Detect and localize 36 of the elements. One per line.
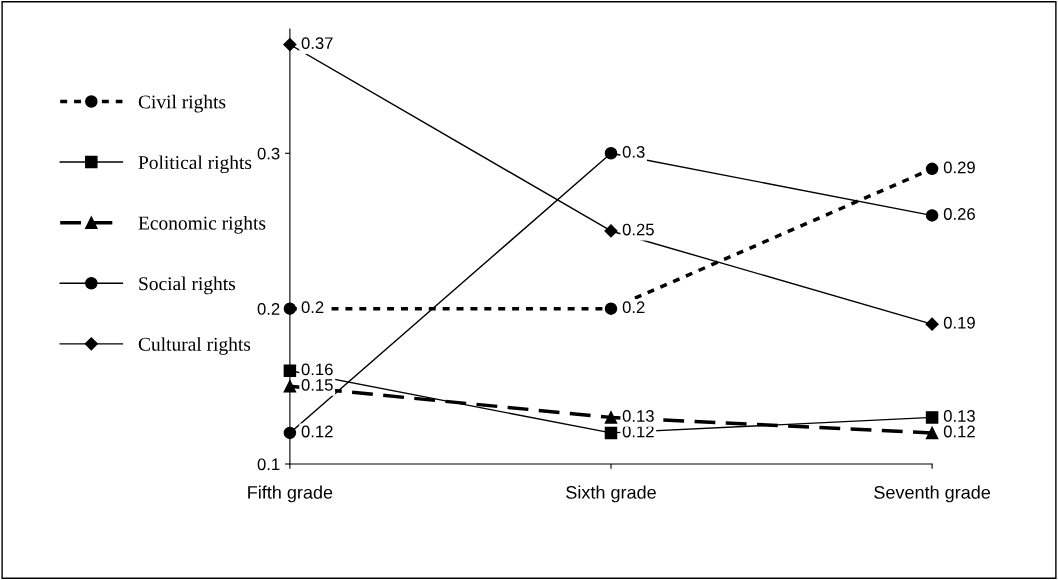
data-label: 0.12 bbox=[301, 425, 333, 438]
data-label: 0.2 bbox=[301, 301, 324, 314]
point bbox=[925, 411, 939, 424]
legend-label: Cultural rights bbox=[138, 337, 251, 355]
data-label: 0.37 bbox=[301, 37, 333, 50]
point bbox=[604, 302, 618, 315]
data-label: 0.13 bbox=[622, 410, 654, 422]
point bbox=[925, 317, 939, 331]
point bbox=[604, 147, 618, 160]
y-tick-label: 0.3 bbox=[257, 147, 280, 160]
data-label: 0.15 bbox=[301, 378, 333, 391]
legend-label: Economic rights bbox=[138, 215, 266, 234]
legend-label: Social rights bbox=[139, 276, 236, 295]
y-tick-label: 0.2 bbox=[257, 303, 280, 315]
data-label: 0.26 bbox=[943, 208, 975, 220]
y-tick-label: 0.1 bbox=[257, 458, 280, 471]
data-label: 0.13 bbox=[943, 410, 975, 422]
point bbox=[925, 426, 939, 440]
point bbox=[604, 411, 618, 424]
data-label: 0.2 bbox=[622, 301, 645, 314]
point bbox=[925, 209, 939, 222]
data-label: 0.29 bbox=[943, 161, 975, 174]
point bbox=[925, 162, 939, 176]
point bbox=[604, 224, 618, 238]
point bbox=[604, 426, 618, 440]
x-tick-label: Seventh grade bbox=[874, 485, 991, 503]
data-label: 0.12 bbox=[622, 425, 654, 438]
data-label: 0.16 bbox=[301, 363, 333, 376]
data-label: 0.19 bbox=[943, 316, 975, 329]
legend-label: Political rights bbox=[138, 155, 252, 174]
x-tick-label: Fifth grade bbox=[248, 485, 333, 503]
data-label: 0.3 bbox=[622, 145, 645, 158]
x-tick-label: Sixth grade bbox=[566, 485, 656, 503]
data-label: 0.25 bbox=[622, 223, 654, 236]
data-label: 0.12 bbox=[943, 425, 975, 438]
legend-label: Civil rights bbox=[138, 94, 226, 113]
